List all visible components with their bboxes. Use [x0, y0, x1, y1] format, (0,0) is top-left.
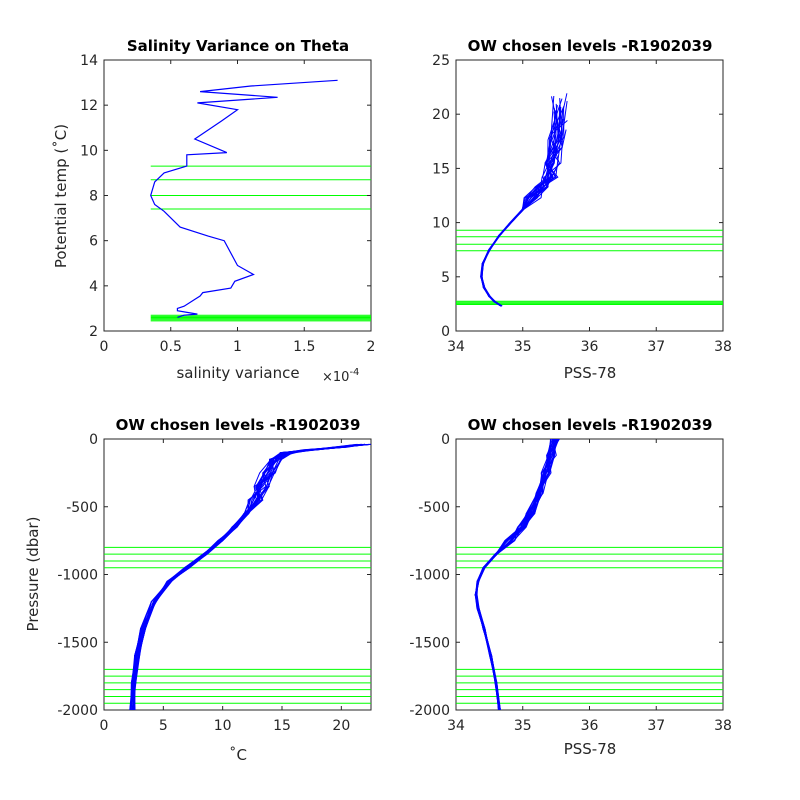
panel-4-ticks: 34 35 36 37 38 -2000 -1500 -1000 -500 0 [409, 432, 732, 734]
panel-3-xtick-label-5: 20 [332, 718, 350, 734]
panel-1-xtick-label-3: 1 [233, 339, 242, 355]
panel-1-ylabel: Potential temp (˚C) [52, 124, 70, 268]
panel-3-ytick-label-1: -2000 [57, 703, 98, 719]
panel-1-ytick-label-1: 2 [89, 324, 98, 340]
panel-4-xtick-label-2: 35 [514, 718, 532, 734]
panel-2-profile-line-22 [480, 119, 557, 307]
panel-2-plot-area [456, 93, 723, 307]
panel-1-ytick-label-7: 14 [80, 53, 98, 69]
panel-1-ytick-label-2: 4 [89, 279, 98, 295]
panel-1-ytick-label-5: 10 [80, 143, 98, 159]
panel-4-ytick-label-2: -1500 [409, 635, 450, 651]
panel-ow-temperature-pressure: OW chosen levels -R1902039 0 5 10 15 20 -2000… [24, 416, 372, 764]
panel-3-profile-line-22 [130, 443, 366, 710]
panel-3-ticks: 0 5 10 15 20 -2000 -1500 -1000 -500 0 [57, 432, 371, 734]
panel-1-series-line-1 [150, 79, 338, 318]
panel-4-xtick-label-5: 38 [714, 718, 732, 734]
panel-4-xlabel: PSS-78 [564, 740, 617, 758]
panel-2-ytick-label-6: 25 [432, 53, 450, 69]
panel-3-profiles [129, 443, 371, 710]
panel-1-ytick-label-6: 12 [80, 98, 98, 114]
panel-salinity-variance: Salinity Variance on Theta 0 0.5 1 1.5 2 2 4 6 8… [52, 37, 375, 385]
panel-1-xtick-label-1: 0 [100, 339, 109, 355]
panel-3-ylabel: Pressure (dbar) [24, 517, 42, 632]
panel-ow-salinity-theta: OW chosen levels -R1902039 34 35 36 37 38 0 5 1… [432, 37, 732, 382]
panel-2-chosen-levels [456, 229, 723, 305]
panel-1-xtick-label-4: 1.5 [293, 339, 315, 355]
panel-2-xtick-label-3: 36 [581, 339, 599, 355]
panel-ow-salinity-pressure: OW chosen levels -R1902039 34 35 36 37 38 -20… [409, 416, 732, 758]
panel-4-plot-area [456, 439, 723, 710]
panel-4-xtick-label-4: 37 [647, 718, 665, 734]
panel-4-xtick-label-1: 34 [447, 718, 465, 734]
panel-2-xlabel: PSS-78 [564, 364, 617, 382]
panel-2-xtick-label-1: 34 [447, 339, 465, 355]
panel-4-xtick-label-3: 36 [581, 718, 599, 734]
panel-1-xtick-label-2: 0.5 [160, 339, 182, 355]
panel-2-ytick-label-4: 15 [432, 161, 450, 177]
panel-1-plot-area [150, 79, 371, 322]
panel-1-ytick-label-4: 8 [89, 189, 98, 205]
panel-1-xlabel: salinity variance [176, 364, 299, 382]
panel-2-ytick-label-2: 5 [441, 270, 450, 286]
panel-1-xtick-label-5: 2 [367, 339, 376, 355]
panel-3-xtick-label-3: 10 [214, 718, 232, 734]
panel-1-x-exponent: ×10-4 [322, 367, 359, 385]
panel-3-chosen-levels [104, 546, 371, 704]
panel-1-ytick-label-3: 6 [89, 234, 98, 250]
panel-4-ytick-label-3: -1000 [409, 568, 450, 584]
panel-2-ytick-label-5: 20 [432, 107, 450, 123]
panel-2-ytick-label-3: 10 [432, 216, 450, 232]
panel-3-ytick-label-2: -1500 [57, 635, 98, 651]
panel-2-ytick-label-1: 0 [441, 324, 450, 340]
panel-2-xtick-label-4: 37 [647, 339, 665, 355]
panel-4-ytick-label-1: -2000 [409, 703, 450, 719]
panel-4-ytick-label-4: -500 [418, 500, 450, 516]
panel-3-plot-area [104, 443, 371, 710]
panel-2-profiles [480, 93, 568, 307]
panel-2-ticks: 34 35 36 37 38 0 5 10 15 20 25 [432, 53, 732, 355]
panel-2-title: OW chosen levels -R1902039 [468, 37, 713, 55]
panel-3-ytick-label-5: 0 [89, 432, 98, 448]
panel-4-profile-line-22 [475, 439, 558, 710]
panel-2-xtick-label-5: 38 [714, 339, 732, 355]
panel-3-xtick-label-1: 0 [100, 718, 109, 734]
panel-3-title: OW chosen levels -R1902039 [116, 416, 361, 434]
panel-3-ytick-label-4: -500 [66, 500, 98, 516]
panel-3-xlabel: ˚C [229, 746, 247, 764]
panel-1-ticks: 0 0.5 1 1.5 2 2 4 6 8 10 12 14 [80, 53, 375, 355]
panel-2-xtick-label-2: 35 [514, 339, 532, 355]
panel-4-ytick-label-5: 0 [441, 432, 450, 448]
panel-1-title: Salinity Variance on Theta [127, 37, 349, 55]
panel-2-axes-box [455, 59, 724, 332]
panel-3-ytick-label-3: -1000 [57, 568, 98, 584]
panel-3-xtick-label-4: 15 [273, 718, 291, 734]
panel-3-xtick-label-2: 5 [159, 718, 168, 734]
panel-4-profiles [474, 439, 560, 710]
panel-4-title: OW chosen levels -R1902039 [468, 416, 713, 434]
